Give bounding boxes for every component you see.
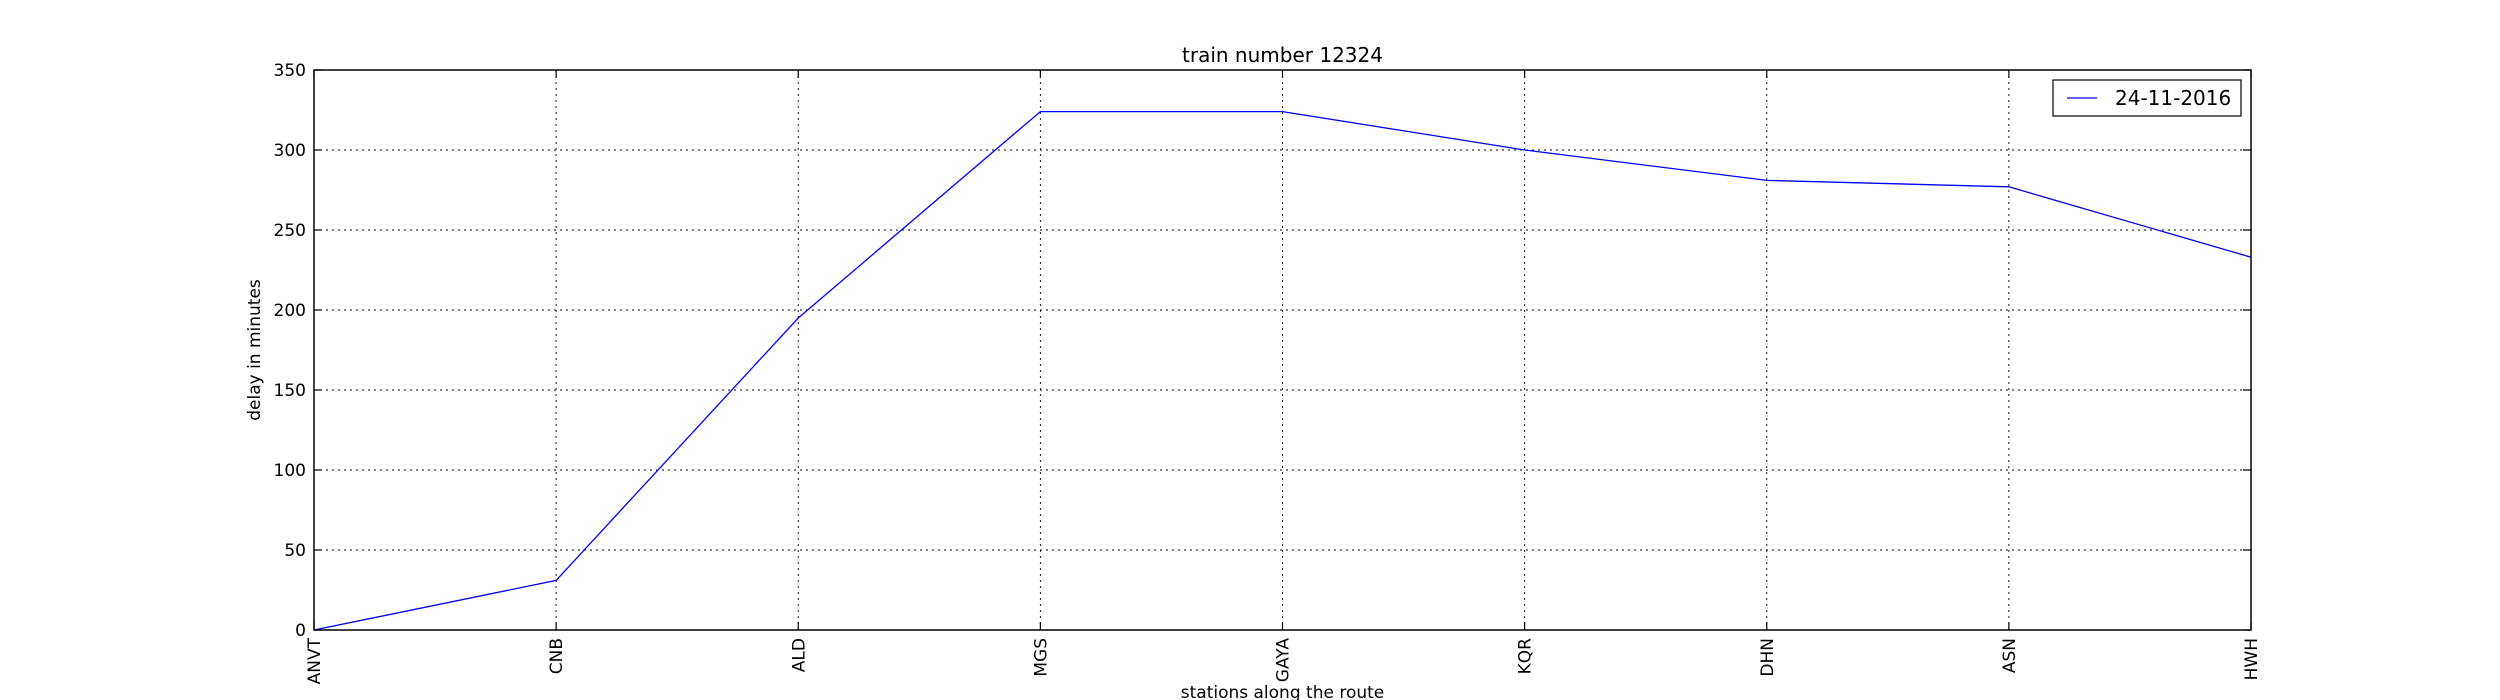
x-tick-label: HWH (2242, 638, 2262, 680)
y-tick-label: 250 (274, 221, 306, 241)
y-tick-label: 350 (274, 61, 306, 81)
x-tick-label: CNB (547, 638, 567, 674)
x-tick-label: ANVT (305, 637, 325, 684)
x-tick-label: ALD (789, 638, 809, 672)
x-tick-label: DHN (1758, 638, 1778, 677)
y-tick-label: 200 (274, 301, 306, 321)
y-tick-label: 300 (274, 141, 306, 161)
grid-lines (314, 70, 2251, 630)
x-axis-label: stations along the route (1181, 683, 1385, 700)
y-axis-label: delay in minutes (245, 279, 265, 421)
x-tick-label: KQR (1516, 638, 1536, 675)
series-layer (313, 110, 2252, 631)
legend: 24-11-2016 (2052, 79, 2242, 117)
y-tick-label: 0 (295, 621, 306, 641)
y-tick-label: 50 (284, 541, 306, 561)
x-tick-label: ASN (2000, 638, 2020, 673)
x-tick-label: GAYA (1274, 638, 1294, 683)
chart-title: train number 12324 (1182, 43, 1383, 67)
legend-label: 24-11-2016 (2115, 86, 2231, 110)
x-tick-label: MGS (1031, 638, 1051, 677)
series-line (313, 110, 2252, 631)
y-tick-label: 100 (274, 461, 306, 481)
tick-layer: 0 50 100 150 200 250 300 350 ANVT CNB ALD MGS GAYA KQ… (274, 61, 2262, 684)
y-tick-label: 150 (274, 381, 306, 401)
